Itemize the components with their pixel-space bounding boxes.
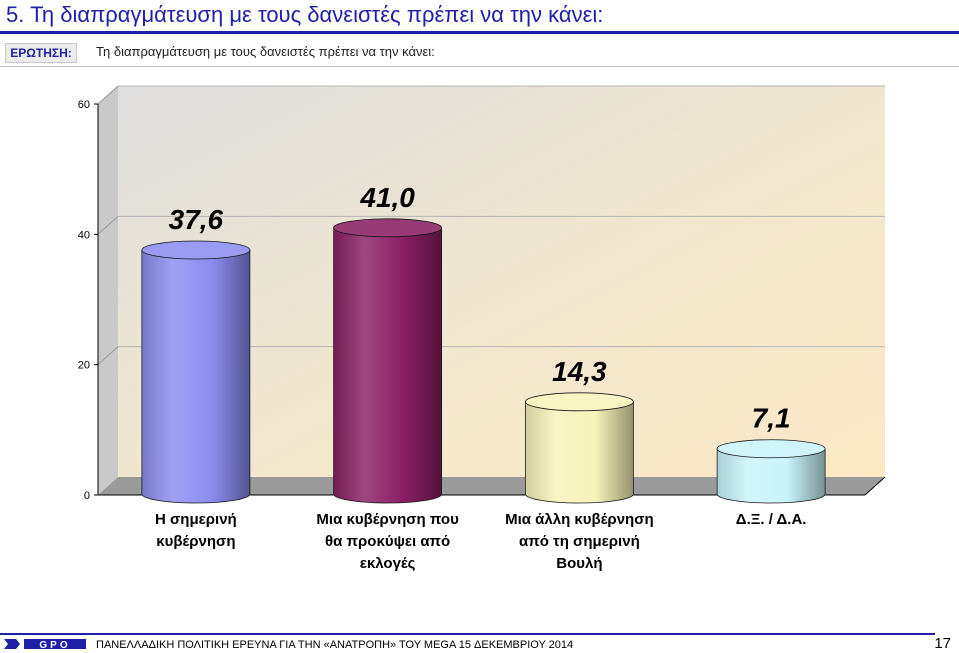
slide-title: 5. Τη διαπραγμάτευση με τους δανειστές π… [6,2,604,27]
gridline-depth [97,215,119,235]
bar [716,448,826,504]
gridline-depth [97,85,119,105]
x-category-label-line: Δ.Ξ. / Δ.Α. [736,511,807,528]
x-category-label: Μια κυβέρνηση που θα προκύψει από εκλογές [316,511,459,572]
bar-value-label: 37,6 [169,204,224,235]
x-category-label-line: Βουλή [556,555,602,572]
chart-side-wall [98,86,118,495]
x-category-label: Η σημερινή κυβέρνηση [155,511,237,550]
x-category-label-line: Η σημερινή [155,511,237,528]
x-category-label-line: από τη σημερινή [519,533,640,550]
bar-top [141,240,251,260]
gpo-logo: GPO [4,639,86,651]
bar-chart: 0 20 40 60 37,6 Η σημερινή κυβέρνηση 41,0 Μια κυ… [78,85,886,572]
x-category-label-line: Μια άλλη κυβέρνηση [505,511,654,528]
bar-value-label: 41,0 [359,182,415,213]
bar [141,249,251,504]
gridline-depth [97,346,119,366]
question-text: Τη διαπραγμάτευση με τους δανειστές πρέπ… [96,44,435,59]
bar [333,227,443,504]
x-category-label-line: κυβέρνηση [156,533,235,550]
x-category-label-line: Μια κυβέρνηση που [316,511,459,528]
y-tick-label: 0 [84,490,90,502]
bar-top [716,439,826,459]
bar-top [524,392,634,412]
bar [524,401,634,504]
bar-value-label: 14,3 [552,356,607,387]
svg-text:GPO: GPO [39,640,70,651]
y-tick-label: 40 [78,229,90,241]
bar-top [333,218,443,238]
question-label: ΕΡΩΤΗΣΗ: [5,43,77,63]
chart-floor [98,477,885,495]
footer-rule [0,633,935,635]
title-rule [0,31,959,34]
x-category-label-line: εκλογές [360,555,416,572]
chart-floor-right-edge [864,476,886,496]
page-number: 17 [934,635,951,652]
x-category-label: Δ.Ξ. / Δ.Α. [736,511,807,528]
question-divider [0,66,959,67]
footer-text: ΠΑΝΕΛΛΑΔΙΚΗ ΠΟΛΙΤΙΚΗ ΕΡΕΥΝΑ ΓΙΑ ΤΗΝ «ΑΝΑ… [96,639,574,651]
x-category-label-line: θα προκύψει από [325,533,450,550]
y-tick-label: 20 [78,360,90,372]
x-category-label: Μια άλλη κυβέρνηση από τη σημερινή Βουλή [505,511,654,572]
bar-value-label: 7,1 [752,403,791,434]
y-tick-label: 60 [78,99,90,111]
